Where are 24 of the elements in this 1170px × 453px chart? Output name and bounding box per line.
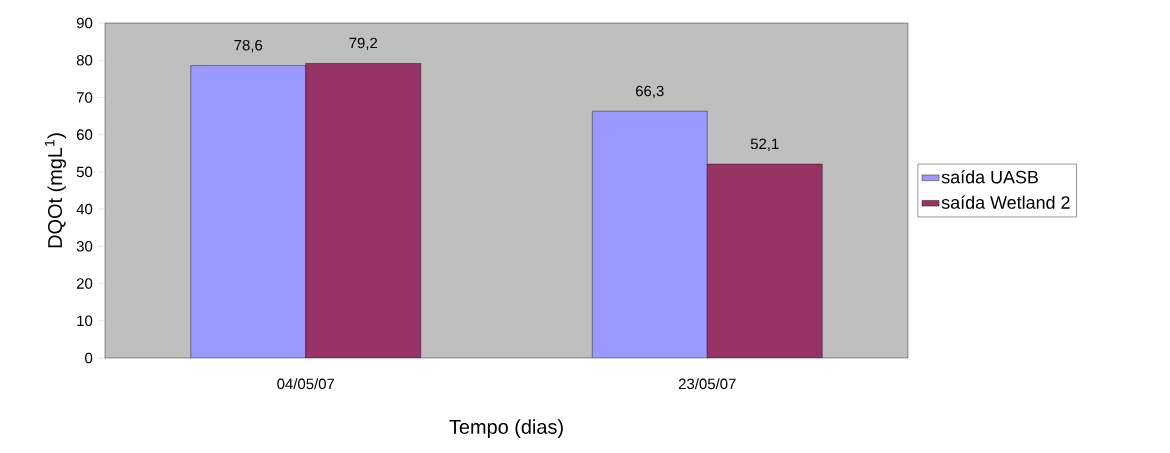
x-axis-title: Tempo (dias)	[449, 419, 563, 438]
y-tick-label: 80	[76, 54, 93, 66]
legend-label: saída Wetland 2	[941, 195, 1070, 209]
y-tick-label: 90	[76, 17, 93, 29]
y-tick-label: 70	[76, 92, 93, 103]
data-label: 66,3	[635, 85, 664, 99]
y-tick-label: 60	[76, 129, 93, 140]
data-label: 79,2	[349, 37, 378, 51]
bar	[305, 63, 421, 358]
bar	[190, 65, 306, 358]
y-tick-label: 50	[76, 166, 93, 178]
bar	[707, 163, 823, 358]
bar	[592, 111, 708, 358]
x-tick-label: 23/05/07	[678, 378, 736, 390]
x-tick-label: 04/05/07	[277, 378, 335, 390]
data-label: 78,6	[234, 39, 263, 53]
y-tick-label: 0	[85, 352, 93, 364]
data-label: 52,1	[750, 138, 779, 151]
y-axis-title: DQOt (mgL$^{1}$)	[44, 133, 67, 248]
y-tick-label: 20	[76, 278, 93, 289]
y-tick-label: 30	[76, 241, 93, 252]
y-tick-label: 10	[77, 315, 93, 327]
y-tick-label: 40	[76, 203, 93, 215]
legend-label: saída UASB	[941, 170, 1038, 184]
